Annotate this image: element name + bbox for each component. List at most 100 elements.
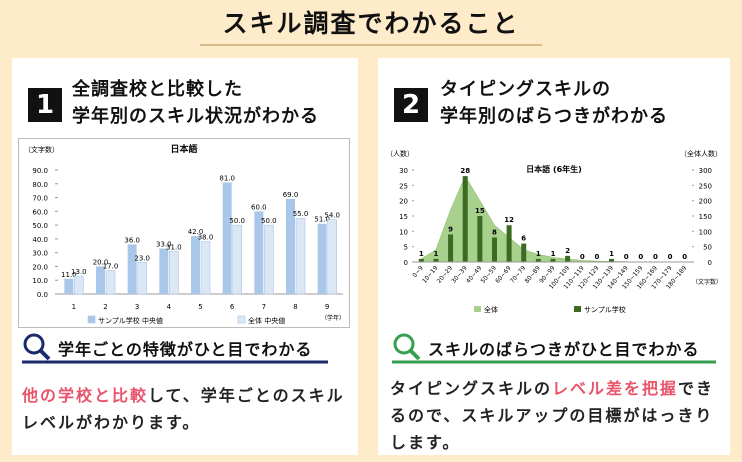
data-label: 2 xyxy=(565,247,570,255)
bar xyxy=(191,236,200,294)
panel-body: 他の学校と比較して、学年ごとのスキルレベルがわかります。 xyxy=(22,382,352,436)
data-label: 0 xyxy=(668,253,673,261)
x-tick-label: 4 xyxy=(167,303,172,311)
body-text: レベル差を把握 xyxy=(552,379,679,398)
data-label: 17.0 xyxy=(103,263,119,271)
bar xyxy=(327,219,337,295)
data-label: 36.0 xyxy=(124,236,140,244)
data-label: 33.0 xyxy=(156,241,172,249)
data-label: 50.0 xyxy=(229,217,245,225)
bar xyxy=(127,244,137,294)
bar xyxy=(74,275,84,295)
chart: （人数） （全体人数）日本語 (6年生)051015202530050100150… xyxy=(386,149,722,314)
x-tick-label: 2 xyxy=(103,303,107,311)
chart-title: 日本語 (6年生) xyxy=(526,164,582,174)
y-tick-label: 0 xyxy=(404,259,408,267)
data-label: 6 xyxy=(521,235,526,243)
panel-heading: 全調査校と比較した 学年別のスキル状況がわかる xyxy=(72,76,319,130)
x-axis-label: （文字数） xyxy=(692,278,722,286)
legend-label: サンプル学校 中央値 xyxy=(98,316,163,325)
data-label: 31.0 xyxy=(166,243,182,251)
y-axis-label: （文字数） xyxy=(24,145,59,154)
body-text: タイピングスキルの xyxy=(390,379,553,398)
y-tick-label: 60.0 xyxy=(32,208,48,216)
bar xyxy=(105,270,116,295)
heading-line: 学年別のスキル状況がわかる xyxy=(72,106,319,127)
y-tick-label: 25 xyxy=(399,182,408,190)
data-label: 20.0 xyxy=(93,258,109,266)
legend-swatch xyxy=(237,315,246,324)
x-tick-label: 3 xyxy=(135,303,139,311)
panel-heading: タイピングスキルの 学年別のばらつきがわかる xyxy=(440,76,668,130)
x-tick-label: 5 xyxy=(198,303,202,311)
x-tick-label: 7 xyxy=(262,303,266,311)
search-icon xyxy=(39,349,51,361)
bar xyxy=(295,217,306,295)
data-label: 0 xyxy=(594,253,599,261)
x-axis-label: （学年） xyxy=(321,314,345,322)
bar xyxy=(64,278,74,294)
legend-swatch xyxy=(574,306,581,312)
heading-line: タイピングスキルの xyxy=(440,79,611,100)
bar xyxy=(96,266,105,294)
page-title: スキル調査でわかること xyxy=(222,9,520,38)
data-label: 9 xyxy=(448,225,453,233)
body-text: 他の学校と比較 xyxy=(22,386,149,405)
panel-body: タイピングスキルのレベル差を把握できるので、スキルアップの目標がはっきりします。 xyxy=(390,375,726,456)
y-tick-label: 15 xyxy=(399,213,408,221)
data-label: 1 xyxy=(419,250,424,258)
y-tick-label: 0.0 xyxy=(37,291,48,299)
bar xyxy=(448,234,454,262)
search-icon xyxy=(409,349,421,361)
y2-axis-label: （全体人数） xyxy=(680,149,722,158)
data-label: 0 xyxy=(638,253,643,261)
data-label: 55.0 xyxy=(293,210,309,218)
data-label: 0 xyxy=(624,253,629,261)
data-label: 1 xyxy=(551,250,556,258)
bar xyxy=(521,243,527,262)
x-tick-label: 9 xyxy=(325,303,329,311)
data-label: 42.0 xyxy=(188,228,204,236)
y-axis-label: （人数） xyxy=(386,149,414,158)
y-tick-label: 20 xyxy=(399,198,408,206)
bar xyxy=(550,258,556,262)
bar xyxy=(506,225,512,262)
chart-title: 日本語 xyxy=(170,143,197,155)
legend-label: 全体 中央値 xyxy=(248,316,285,325)
search-icon xyxy=(393,333,415,355)
legend-swatch xyxy=(87,315,96,324)
y-tick-label: 10.0 xyxy=(32,277,48,285)
x-tick-label: 1 xyxy=(72,303,76,311)
data-label: 50.0 xyxy=(261,217,277,225)
search-icon xyxy=(23,333,45,355)
body-text: できるので、スキルアップの目標がはっきりします。 xyxy=(390,379,715,452)
y2-tick-label: 50 xyxy=(703,244,712,252)
bar xyxy=(433,258,439,262)
y-tick-label: 50.0 xyxy=(32,222,48,230)
bar xyxy=(535,258,541,262)
data-label: 1 xyxy=(536,250,541,258)
bar xyxy=(462,176,468,262)
y-tick-label: 10 xyxy=(399,228,408,236)
data-label: 0 xyxy=(682,253,687,261)
x-tick-label: 6 xyxy=(230,303,235,311)
data-label: 23.0 xyxy=(134,254,150,262)
chart: 日本語 （文字数） 0.0 10.0 20.0 30.0 40.0 50.0 60.0 70.0 8… xyxy=(18,138,350,328)
bar xyxy=(418,258,424,262)
y2-tick-label: 0 xyxy=(708,259,712,267)
x-tick-label: 8 xyxy=(293,303,297,311)
data-label: 60.0 xyxy=(251,203,267,211)
y2-tick-label: 200 xyxy=(699,198,712,206)
data-label: 81.0 xyxy=(219,174,235,182)
y-tick-label: 90.0 xyxy=(32,167,48,175)
data-label: 28 xyxy=(460,167,470,175)
data-label: 12 xyxy=(504,216,514,224)
data-label: 69.0 xyxy=(283,191,299,199)
bar xyxy=(200,241,211,295)
data-label: 51.0 xyxy=(314,216,330,224)
subheading: 学年ごとの特徴がひと目でわかる xyxy=(58,340,313,359)
bar xyxy=(609,258,615,262)
data-label: 13.0 xyxy=(71,268,87,276)
data-label: 1 xyxy=(609,250,614,258)
y-tick-label: 70.0 xyxy=(32,195,48,203)
